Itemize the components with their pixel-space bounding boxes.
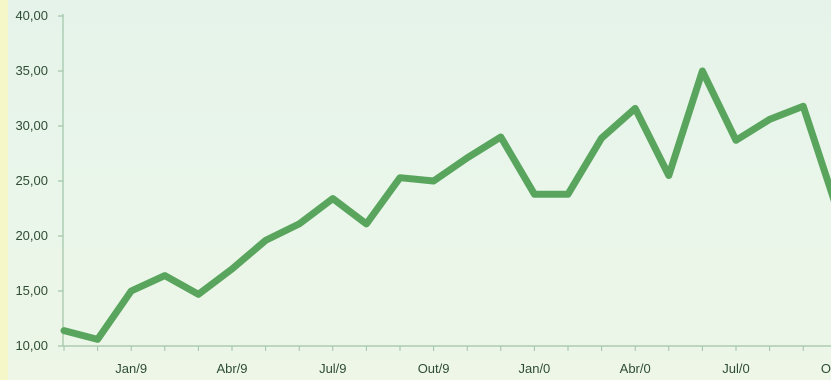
- y-tick-label: 40,00: [15, 8, 48, 23]
- data-point: [164, 275, 166, 277]
- x-tick-label: Jan/9: [115, 361, 147, 376]
- data-point: [466, 157, 468, 159]
- data-point: [601, 137, 603, 139]
- y-tick-label: 25,00: [15, 173, 48, 188]
- x-axis-ticks: Jan/9 Abr/9 Jul/9 Out/9 Jan/0 Abr/0 Jul/0 Out/0: [63, 346, 831, 376]
- y-tick-label: 30,00: [15, 118, 48, 133]
- x-tick-label: Jul/9: [319, 361, 346, 376]
- data-point: [231, 268, 233, 270]
- y-tick-label: 10,00: [15, 338, 48, 353]
- x-tick-label: Jul/0: [722, 361, 749, 376]
- y-tick-label: 15,00: [15, 283, 48, 298]
- data-point: [433, 180, 435, 182]
- data-point: [802, 105, 804, 107]
- y-axis-ticks: 10,00 15,00 20,00 25,00 30,00 35,00 40,00: [15, 8, 63, 353]
- data-point: [399, 177, 401, 179]
- data-point: [634, 107, 636, 109]
- y-tick-label: 35,00: [15, 63, 48, 78]
- data-point: [97, 338, 99, 340]
- x-tick-label: Jan/0: [518, 361, 550, 376]
- data-point: [265, 239, 267, 241]
- x-tick-label: Abr/9: [216, 361, 247, 376]
- series-line: [60, 67, 831, 343]
- x-tick-label: Out/0: [821, 361, 831, 376]
- data-point: [533, 193, 535, 195]
- x-tick-label: Abr/0: [620, 361, 651, 376]
- data-point: [769, 118, 771, 120]
- x-tick-label: Out/9: [418, 361, 450, 376]
- data-point: [197, 293, 199, 295]
- y-tick-label: 20,00: [15, 228, 48, 243]
- data-point: [130, 290, 132, 292]
- axes-group: [62, 14, 831, 347]
- data-point: [365, 223, 367, 225]
- data-point: [735, 139, 737, 141]
- data-point: [567, 193, 569, 195]
- data-point: [701, 70, 703, 72]
- data-point: [668, 175, 670, 176]
- left-edge-strip: [0, 0, 8, 380]
- series-layer: [60, 67, 831, 343]
- data-point: [63, 330, 65, 332]
- data-point: [298, 223, 300, 225]
- data-point: [332, 198, 334, 200]
- data-point: [500, 136, 502, 138]
